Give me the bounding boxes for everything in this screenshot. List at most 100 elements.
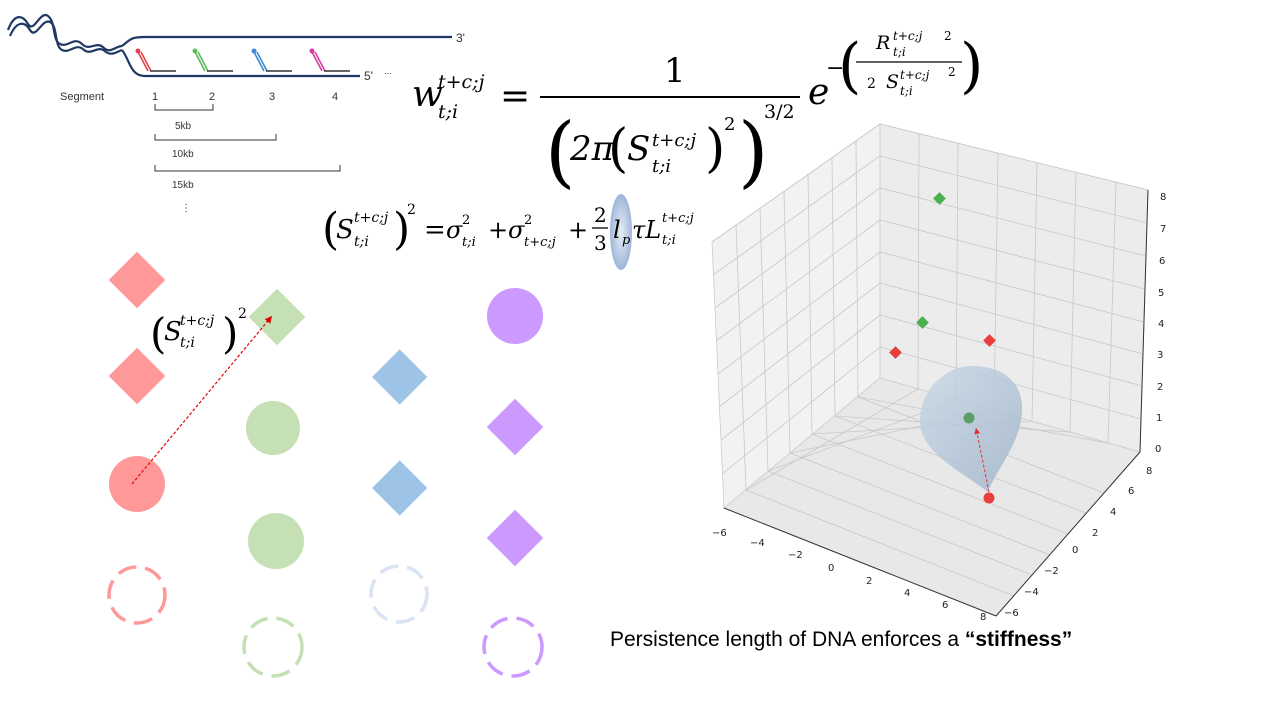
plot-3d: 0 1 2 3 4 5 6 7 8 −6 −4 −2 0 2 4 6 8 8 6… — [711, 123, 1166, 623]
x-tick-2: −2 — [788, 550, 803, 561]
var-L-sub: t;i — [662, 233, 676, 248]
green-circle-1 — [246, 401, 300, 455]
segment-2: 2 — [209, 91, 215, 103]
eq-exp-Ssq: 2 — [948, 65, 956, 79]
shapes-grid: ( S t+c;j t;i ) 2 — [107, 251, 544, 678]
caption: Persistence length of DNA enforces a “st… — [610, 628, 1072, 652]
var-frac-den: 3 — [594, 231, 607, 255]
var-sigma2: σ — [508, 216, 525, 244]
var-sigma1-sub: t;i — [462, 235, 476, 250]
z-tick-7: 7 — [1160, 224, 1166, 235]
blue-diamond-2 — [372, 460, 428, 516]
x-tick-1: −4 — [750, 538, 765, 549]
eq-den-sq: 2 — [724, 114, 735, 135]
green-point — [963, 412, 975, 424]
fragment-3 — [251, 48, 292, 72]
distance-more: ⋮ — [181, 203, 191, 214]
x-tick-4: 2 — [866, 576, 872, 587]
x-tick-3: 0 — [828, 563, 834, 574]
eq-exp-R-sub: t;i — [893, 45, 906, 59]
eq-den-rparen: ) — [738, 107, 768, 197]
blue-diamond-1 — [372, 349, 428, 405]
dna-schematic: 3' 5' ... Segment 1 2 3 4 5kb 10kb 15kb … — [6, 13, 465, 214]
variance-equation: ( S t+c;j t;i ) 2 = σ 2 t;i + σ 2 t+c;j … — [322, 194, 694, 270]
green-circle-2 — [248, 513, 304, 569]
eq-numerator: 1 — [664, 51, 686, 91]
fragment-2 — [192, 48, 233, 72]
svg-text:t;i: t;i — [180, 335, 195, 351]
red-point — [983, 492, 995, 504]
label-3prime: 3' — [456, 31, 465, 45]
y-tick-4: 0 — [1072, 545, 1078, 556]
eq-den-S-sub: t;i — [652, 156, 671, 177]
y-tick-5: −2 — [1044, 566, 1059, 577]
green-dashed-circle — [242, 616, 304, 678]
eq-exp-R-sup: t+c;j — [893, 29, 923, 43]
lp-highlight-blob — [610, 194, 632, 270]
x-tick-6: 6 — [942, 600, 948, 611]
red-circle — [109, 456, 165, 512]
dna-helix-strand-b — [8, 20, 123, 55]
dna-bottom-strand — [121, 49, 360, 78]
var-sigma1-sup: 2 — [462, 213, 470, 228]
y-tick-1: 6 — [1128, 486, 1134, 497]
distance-10kb: 10kb — [172, 149, 194, 160]
persistence-volume — [919, 366, 1023, 492]
label-5prime: 5' — [364, 69, 373, 83]
var-lp-sub: p — [622, 233, 631, 248]
distance-5kb: 5kb — [175, 121, 192, 132]
eq-two-pi: 2π — [569, 129, 615, 169]
segment-3: 3 — [269, 91, 275, 103]
arrow-label-S: ( S t+c;j t;i ) 2 — [150, 306, 247, 358]
red-diamond-1 — [108, 251, 166, 309]
svg-text:2: 2 — [238, 306, 247, 322]
eq-den-lparen2: ( — [608, 119, 628, 179]
x-tick-labels: −6 −4 −2 0 2 4 6 8 — [712, 528, 986, 623]
eq-exp-S-sup: t+c;j — [900, 68, 930, 82]
dna-top-strand — [121, 35, 452, 47]
distance-15kb: 15kb — [172, 180, 194, 191]
var-sigma1: σ — [446, 216, 463, 244]
var-tauL: τL — [632, 216, 661, 244]
y-axis — [995, 451, 1141, 617]
purple-circle — [487, 288, 543, 344]
var-lp: l — [613, 216, 621, 244]
eq-exp-two: 2 — [867, 76, 876, 92]
fragment-1 — [135, 48, 176, 72]
eq-w: w — [412, 74, 443, 115]
main-equation: w t+c;j t;i = 1 ( 2π ( S t+c;j t;i ) 2 )… — [412, 29, 983, 197]
z-tick-6: 6 — [1159, 256, 1165, 267]
eq-den-S-sup: t+c;j — [652, 130, 696, 151]
var-frac-num: 2 — [594, 203, 607, 227]
z-axis — [1139, 189, 1149, 453]
dna-helix-strand-a — [6, 13, 123, 52]
var-S-sup: t+c;j — [354, 210, 389, 226]
z-tick-4: 4 — [1158, 319, 1164, 330]
caption-bold-1: Persistence length — [610, 628, 783, 651]
z-tick-5: 5 — [1158, 288, 1164, 299]
var-plus1: + — [488, 216, 508, 244]
bracket-15kb — [154, 165, 341, 172]
red-dashed-circle — [107, 565, 167, 625]
bracket-5kb — [154, 104, 214, 111]
caption-middle: of DNA enforces a — [782, 628, 965, 651]
eq-exp-S-sub: t;i — [900, 84, 913, 98]
eq-den-pow: 3/2 — [764, 101, 795, 123]
distance-arrow — [131, 315, 273, 485]
z-tick-8: 8 — [1160, 192, 1166, 203]
green-diamond — [248, 288, 306, 346]
eq-w-sub: t;i — [438, 101, 458, 123]
svg-text:(: ( — [150, 309, 166, 358]
z-tick-0: 0 — [1155, 444, 1161, 455]
segment-4: 4 — [332, 91, 338, 103]
var-L-sup: t+c;j — [662, 211, 694, 226]
z-tick-3: 3 — [1157, 350, 1163, 361]
eq-exp-Rsq: 2 — [944, 29, 952, 43]
eq-equals: = — [500, 76, 530, 117]
var-S-sub: t;i — [354, 234, 369, 250]
purple-dashed-circle — [482, 616, 544, 678]
eq-exp-S: S — [886, 71, 899, 93]
z-tick-labels: 0 1 2 3 4 5 6 7 8 — [1155, 192, 1166, 455]
eq-den-rparen2: ) — [705, 119, 725, 179]
